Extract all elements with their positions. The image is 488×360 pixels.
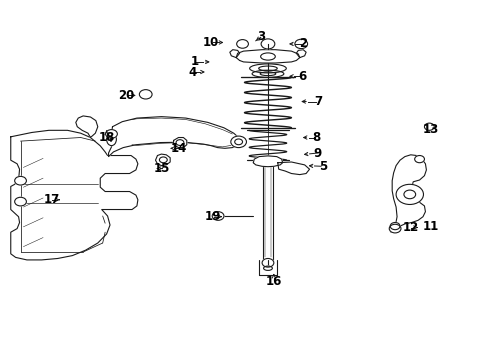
Circle shape	[230, 136, 246, 148]
Text: 20: 20	[118, 89, 134, 102]
Circle shape	[234, 139, 242, 145]
Polygon shape	[296, 50, 305, 58]
Circle shape	[414, 156, 424, 163]
Text: 2: 2	[299, 37, 306, 50]
Circle shape	[15, 197, 26, 206]
Circle shape	[212, 212, 224, 220]
Bar	[262, 163, 273, 260]
Circle shape	[294, 39, 307, 49]
Ellipse shape	[260, 53, 275, 60]
Polygon shape	[236, 50, 299, 63]
Circle shape	[236, 40, 248, 48]
Polygon shape	[253, 156, 282, 167]
Text: 16: 16	[265, 275, 282, 288]
Circle shape	[389, 222, 399, 230]
Text: 19: 19	[204, 210, 221, 223]
Polygon shape	[390, 155, 426, 232]
Text: 18: 18	[98, 131, 115, 144]
Circle shape	[105, 130, 117, 138]
Text: 14: 14	[170, 142, 186, 155]
Text: 15: 15	[154, 162, 170, 175]
Text: 8: 8	[312, 131, 320, 144]
Circle shape	[261, 39, 274, 49]
Text: 13: 13	[422, 123, 439, 136]
Polygon shape	[11, 130, 138, 260]
Ellipse shape	[106, 133, 116, 145]
Circle shape	[395, 184, 423, 204]
Polygon shape	[229, 50, 239, 58]
Ellipse shape	[249, 64, 286, 73]
Text: 11: 11	[422, 220, 439, 233]
Circle shape	[262, 258, 273, 267]
Text: 10: 10	[203, 36, 219, 49]
Polygon shape	[173, 138, 186, 148]
Text: 7: 7	[313, 95, 321, 108]
Circle shape	[388, 224, 400, 233]
Circle shape	[176, 140, 183, 145]
Polygon shape	[108, 117, 239, 157]
Text: 5: 5	[318, 160, 326, 173]
Text: 9: 9	[313, 147, 321, 159]
Circle shape	[403, 190, 415, 199]
Circle shape	[15, 176, 26, 185]
Polygon shape	[76, 116, 98, 138]
Ellipse shape	[260, 72, 275, 76]
Ellipse shape	[252, 70, 283, 77]
Polygon shape	[277, 162, 309, 175]
Text: 4: 4	[188, 66, 196, 78]
Text: 6: 6	[298, 70, 305, 83]
Ellipse shape	[258, 66, 277, 71]
Circle shape	[139, 90, 152, 99]
Text: 1: 1	[190, 55, 198, 68]
Polygon shape	[155, 154, 170, 166]
Ellipse shape	[263, 266, 272, 270]
Text: 12: 12	[402, 221, 418, 234]
Text: 3: 3	[257, 30, 265, 43]
Circle shape	[424, 123, 433, 130]
Circle shape	[159, 157, 167, 163]
Text: 17: 17	[43, 193, 60, 206]
